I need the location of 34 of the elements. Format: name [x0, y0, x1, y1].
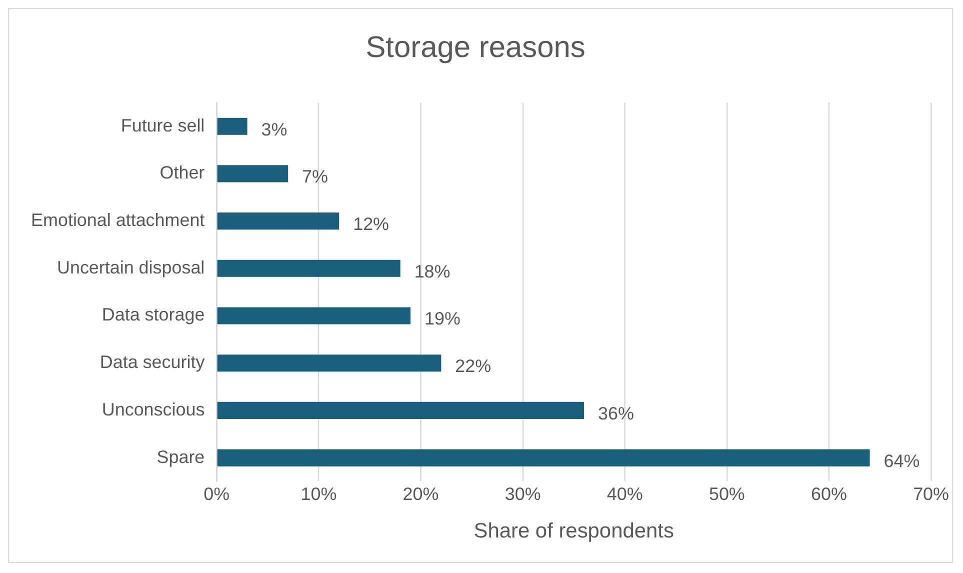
data-label: 3%: [261, 119, 288, 140]
data-label: 18%: [414, 261, 450, 282]
data-label: 22%: [455, 356, 492, 376]
data-label: 64%: [884, 450, 920, 471]
x-axis-title: Share of respondents: [474, 519, 674, 542]
y-tick-label: Emotional attachment: [31, 210, 205, 230]
y-tick-label: Future sell: [120, 115, 205, 136]
bar: [217, 307, 411, 324]
bar: [217, 449, 870, 466]
x-tick-label: 70%: [913, 484, 950, 504]
bar: [217, 354, 442, 372]
x-tick-label: 30%: [504, 484, 541, 504]
y-tick-label: Unconscious: [102, 399, 205, 420]
x-tick-label: 10%: [300, 484, 337, 504]
chart-title: Storage reasons: [366, 31, 586, 64]
y-tick-label: Spare: [156, 446, 205, 467]
x-tick-label: 40%: [606, 484, 643, 504]
bar: [217, 165, 288, 182]
x-tick-label: 50%: [708, 484, 745, 504]
data-label: 12%: [353, 214, 390, 234]
bar: [217, 260, 400, 277]
y-tick-label: Data storage: [102, 304, 205, 325]
y-tick-label: Uncertain disposal: [56, 257, 205, 278]
data-label: 19%: [424, 308, 461, 329]
data-label: 7%: [302, 166, 328, 187]
bar: [217, 212, 340, 230]
bar: [217, 402, 584, 419]
x-tick-label: 60%: [811, 484, 847, 504]
bar: [217, 118, 248, 135]
x-tick-label: 0%: [204, 484, 230, 504]
y-tick-label: Data security: [100, 352, 205, 372]
y-tick-label: Other: [160, 162, 205, 183]
data-label: 36%: [598, 403, 634, 424]
x-tick-label: 20%: [402, 484, 439, 504]
